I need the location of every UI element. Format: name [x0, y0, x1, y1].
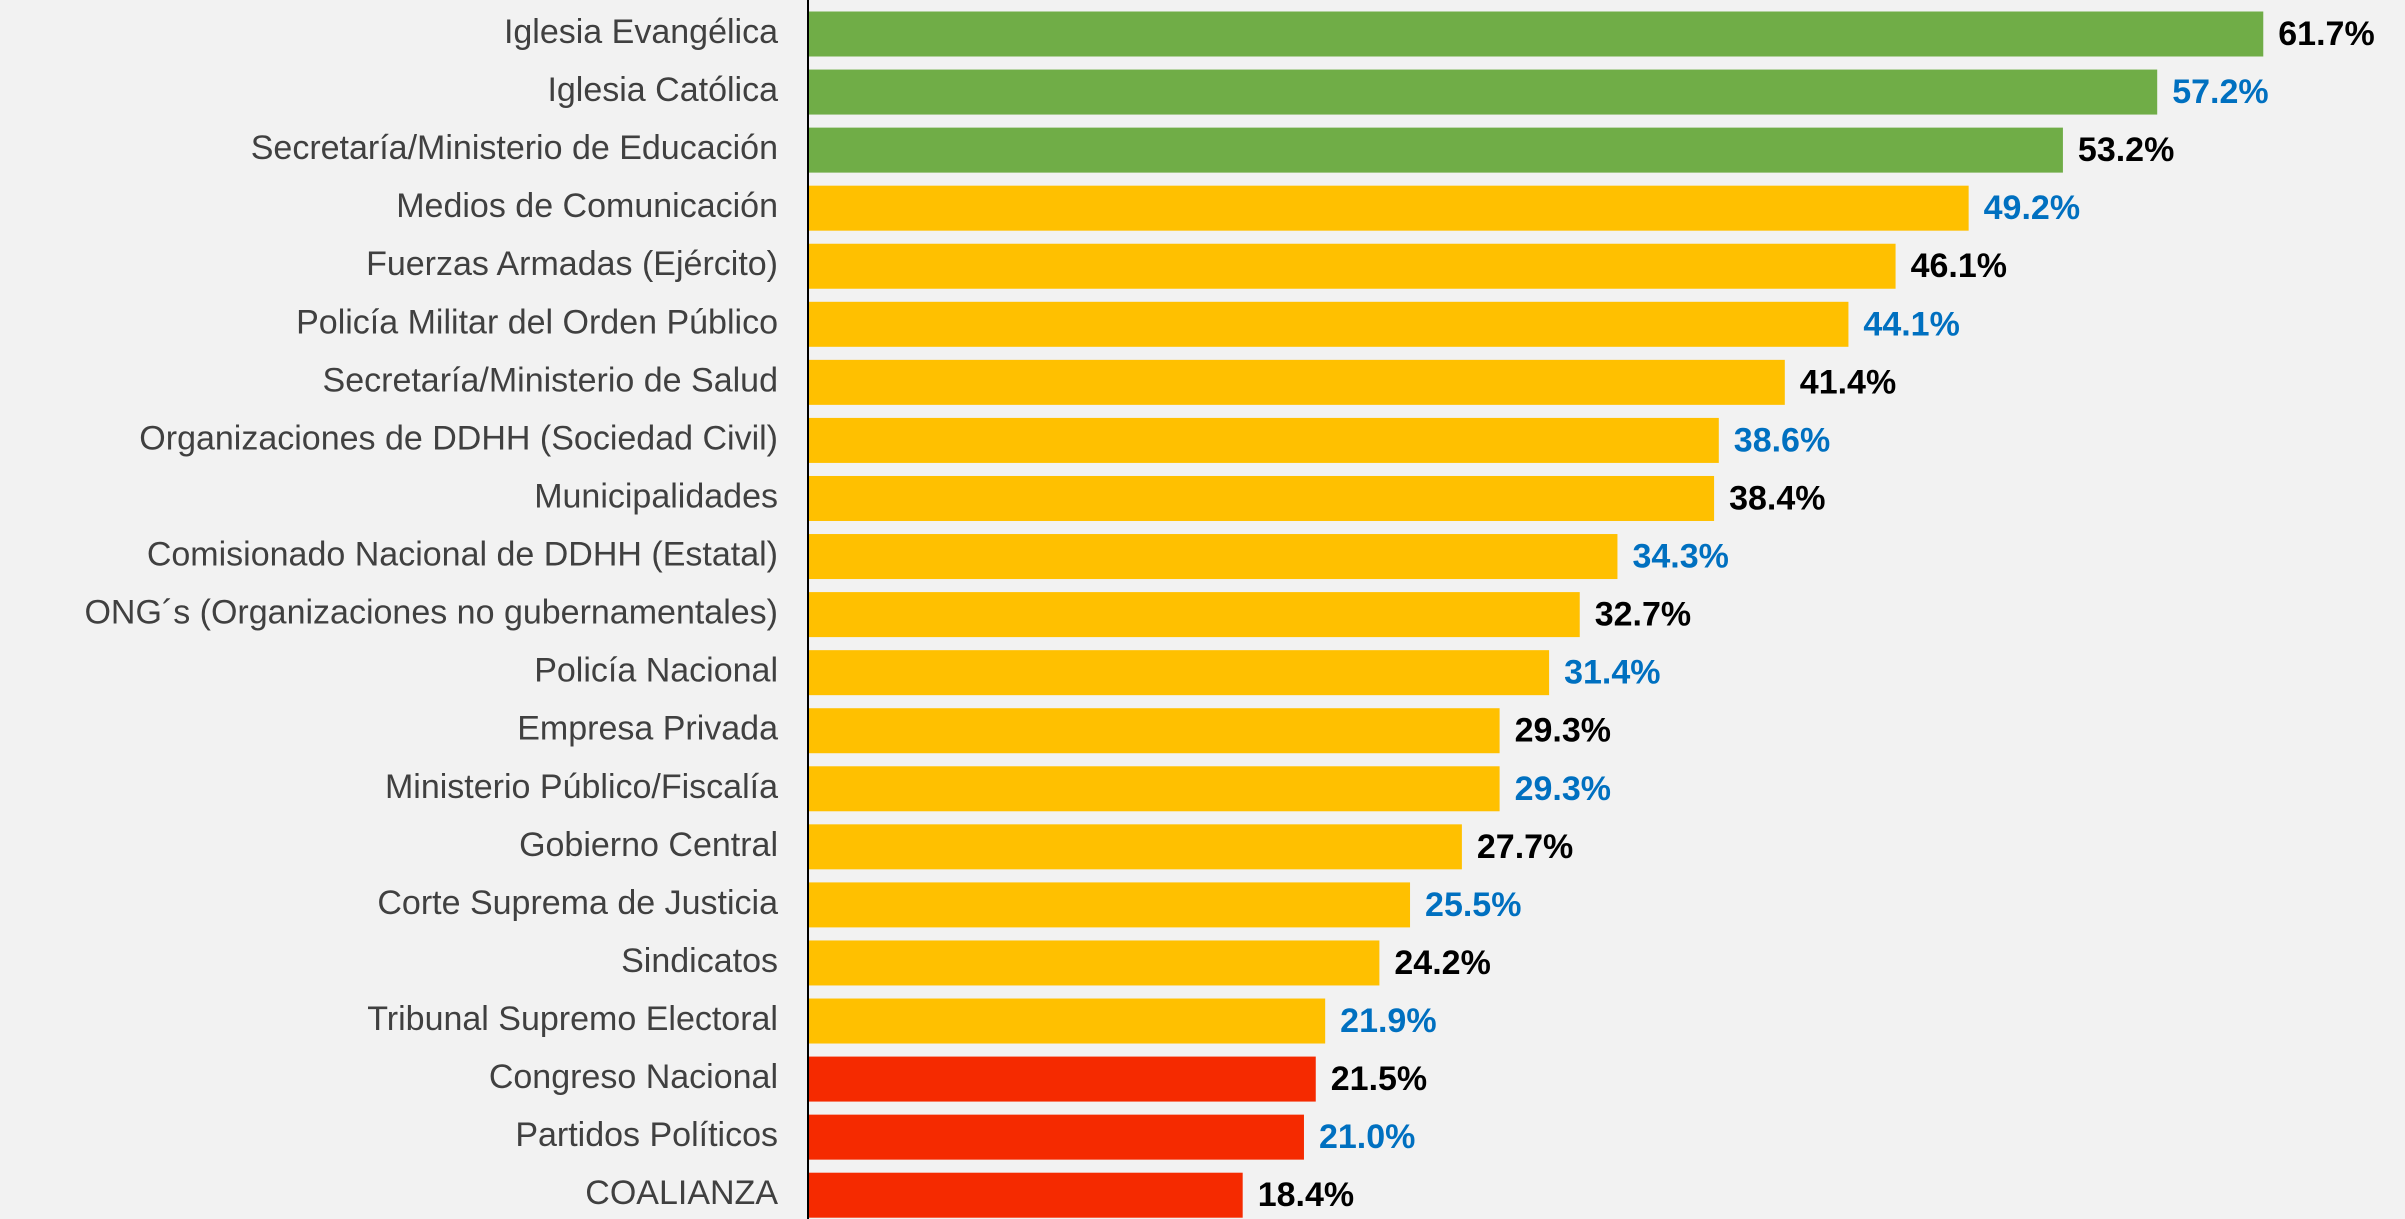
- category-label: Corte Suprema de Justicia: [377, 884, 778, 922]
- bar: [809, 592, 1580, 638]
- value-label: 49.2%: [1984, 189, 2080, 227]
- value-label: 27.7%: [1477, 828, 1573, 866]
- value-label: 32.7%: [1595, 596, 1691, 634]
- category-label: Secretaría/Ministerio de Salud: [323, 361, 778, 399]
- bar: [809, 417, 1719, 463]
- bar: [809, 69, 2158, 115]
- category-label: Iglesia Evangélica: [504, 13, 778, 51]
- value-label: 53.2%: [2078, 131, 2174, 169]
- value-label: 31.4%: [1564, 654, 1660, 692]
- bar: [809, 243, 1896, 289]
- bar: [809, 708, 1500, 754]
- category-label: Policía Nacional: [534, 652, 778, 690]
- value-label: 21.0%: [1319, 1118, 1415, 1156]
- category-label: COALIANZA: [585, 1174, 778, 1212]
- bar: [809, 824, 1462, 870]
- category-label: ONG´s (Organizaciones no gubernamentales…: [84, 594, 778, 632]
- bar: [809, 766, 1500, 812]
- value-label: 46.1%: [1911, 247, 2007, 285]
- value-label: 29.3%: [1515, 770, 1611, 808]
- value-label: 18.4%: [1258, 1176, 1354, 1214]
- bar: [809, 1056, 1316, 1102]
- category-label: Medios de Comunicación: [396, 187, 778, 225]
- bar: [809, 940, 1380, 986]
- category-label: Sindicatos: [621, 942, 778, 980]
- bar: [809, 185, 1969, 231]
- bar: [809, 998, 1326, 1044]
- category-label: Gobierno Central: [519, 826, 778, 864]
- value-label: 34.3%: [1632, 538, 1728, 576]
- bar: [809, 11, 2264, 57]
- category-label: Fuerzas Armadas (Ejército): [366, 245, 778, 283]
- value-label: 61.7%: [2278, 15, 2374, 53]
- value-label: 38.6%: [1734, 421, 1830, 459]
- value-label: 24.2%: [1394, 944, 1490, 982]
- category-label: Empresa Privada: [517, 710, 778, 748]
- category-label: Comisionado Nacional de DDHH (Estatal): [147, 536, 778, 574]
- value-label: 29.3%: [1515, 712, 1611, 750]
- bar: [809, 359, 1785, 405]
- category-label: Organizaciones de DDHH (Sociedad Civil): [139, 419, 778, 457]
- bar: [809, 1114, 1304, 1160]
- value-label: 57.2%: [2172, 73, 2268, 111]
- category-label: Municipalidades: [534, 477, 778, 515]
- bar: [809, 650, 1550, 696]
- value-label: 21.5%: [1331, 1060, 1427, 1098]
- bar: [809, 1172, 1243, 1218]
- bar: [809, 475, 1715, 521]
- bar: [809, 127, 2063, 173]
- bar: [809, 882, 1411, 928]
- category-label: Tribunal Supremo Electoral: [367, 1000, 778, 1038]
- value-label: 25.5%: [1425, 886, 1521, 924]
- category-label: Partidos Políticos: [515, 1116, 778, 1154]
- value-label: 41.4%: [1800, 363, 1896, 401]
- value-label: 44.1%: [1863, 305, 1959, 343]
- value-label: 21.9%: [1340, 1002, 1436, 1040]
- category-label: Iglesia Católica: [547, 71, 778, 109]
- bar: [809, 301, 1849, 347]
- category-label: Policía Militar del Orden Público: [296, 303, 778, 341]
- category-label: Ministerio Público/Fiscalía: [385, 768, 778, 806]
- bar: [809, 534, 1618, 580]
- category-label: Secretaría/Ministerio de Educación: [251, 129, 778, 167]
- category-label: Congreso Nacional: [489, 1058, 778, 1096]
- value-label: 38.4%: [1729, 479, 1825, 517]
